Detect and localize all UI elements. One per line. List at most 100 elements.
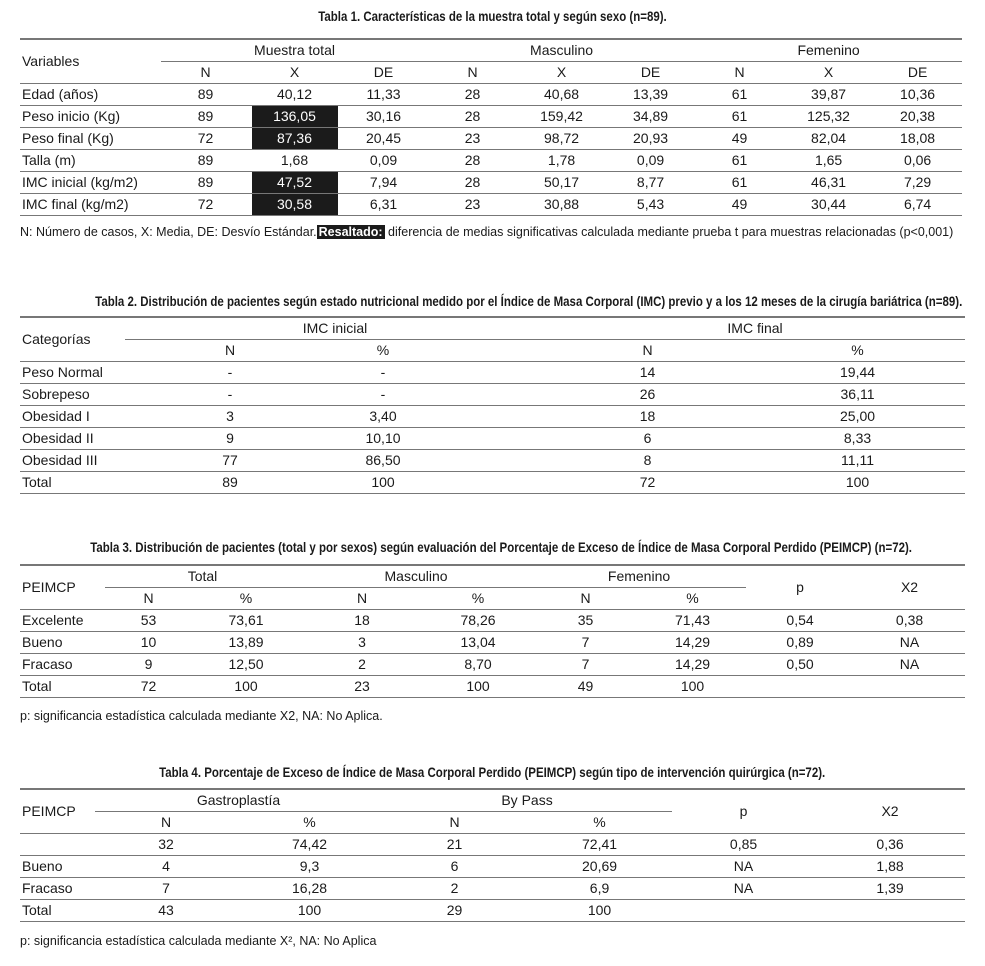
sub-header: N [695,61,785,84]
table-cell: 10,10 [335,427,546,450]
table-cell: 14,29 [639,653,747,676]
table-cell: 26 [545,383,751,406]
group-header: By Pass [382,788,673,812]
table-cell: 100 [639,675,747,698]
table-cell: 53 [105,609,192,632]
row-header: Variables [20,38,161,84]
table-cell: 100 [527,899,673,922]
table-cell: 46,31 [784,171,874,194]
highlighted-value: 30,58 [251,194,338,215]
table-cell: 100 [335,471,546,494]
table-cell: 6,31 [339,193,429,216]
table-cell: 3 [300,631,425,654]
table-cell: 6,74 [873,193,963,216]
group-header: IMC final [545,316,966,340]
table-cell: 5,43 [606,193,696,216]
row-label: Peso inicio (Kg) [20,105,161,128]
sub-header: N [532,587,640,610]
table-cell: 73,61 [192,609,301,632]
table-cell: 0,54 [746,609,855,632]
table-cell: 47,52 [250,171,339,194]
table-cell: 61 [695,105,785,128]
table-row: Peso inicio (Kg) 89 136,05 30,16 28 159,42 34,… [20,105,963,128]
table-cell: NA [672,877,816,900]
table-row: Sobrepeso - -26 36,11 [20,383,966,406]
table-cell: 30,44 [784,193,874,216]
table-cell: 89 [161,83,250,106]
row-label: Total [20,675,105,698]
highlighted-value: 47,52 [251,172,338,193]
table-cell: 28 [428,171,518,194]
table-cell: 4 [95,855,237,878]
table-cell: 14 [545,361,751,384]
table-cell: 28 [428,105,518,128]
sub-header: % [237,811,383,834]
sub-header: N [95,811,237,834]
table-cell: 34,89 [606,105,696,128]
row-header: Categorías [20,316,125,362]
table-row: IMC inicial (kg/m2) 89 47,52 7,94 28 50,17 8,7… [20,171,963,194]
table-cell: 9 [125,427,335,450]
table-cell: 40,12 [250,83,339,106]
row-label: Obesidad I [20,405,125,428]
table-cell: 3,40 [335,405,546,428]
table-cell: 6 [382,855,528,878]
row-label: Total [20,471,125,494]
row-label [20,833,95,856]
sub-header: DE [606,61,696,84]
table-cell: 9,3 [237,855,383,878]
row-label: Fracaso [20,877,95,900]
table-cell: 7,29 [873,171,963,194]
table2: Categorías IMC inicial IMC final N% N% Peso N… [20,316,966,494]
table-cell: 0,50 [746,653,855,676]
table-cell: - [125,383,335,406]
table-cell: 1,78 [517,149,607,172]
table-cell: 23 [428,127,518,150]
row-label: Obesidad III [20,449,125,472]
table-cell: 30,58 [250,193,339,216]
table-cell: 0,38 [854,609,966,632]
row-label: Fracaso [20,653,105,676]
column-header-x2: X2 [815,788,966,834]
table-cell: 72 [105,675,192,698]
table-cell: 72 [161,127,250,150]
table-cell: 3 [125,405,335,428]
row-label: Bueno [20,631,105,654]
table-cell: 23 [300,675,425,698]
table-cell: 36,11 [750,383,966,406]
table-cell: 71,43 [639,609,747,632]
group-header: Total [105,564,301,588]
table-cell: 35 [532,609,640,632]
table-cell: 50,17 [517,171,607,194]
table-cell: 89 [125,471,335,494]
table-row: Fracaso 9 12,50 2 8,70 7 14,29 0,50 NA [20,653,966,676]
table-cell: 49 [695,193,785,216]
sub-header: % [639,587,747,610]
table-cell: 10 [105,631,192,654]
table-cell: 32 [95,833,237,856]
table-cell: 49 [695,127,785,150]
table-cell: 61 [695,83,785,106]
table-cell: 18 [545,405,751,428]
sub-header: DE [873,61,963,84]
table-cell: 72 [545,471,751,494]
group-header: Femenino [532,564,747,588]
table-cell: 13,39 [606,83,696,106]
table-cell: 0,89 [746,631,855,654]
table-cell: 40,68 [517,83,607,106]
table-cell: 8,33 [750,427,966,450]
table-cell: 61 [695,171,785,194]
table1-note: N: Número de casos, X: Media, DE: Desvío… [20,225,954,239]
row-label: Peso Normal [20,361,125,384]
table-cell: 28 [428,149,518,172]
table-cell: 20,69 [527,855,673,878]
row-label: IMC final (kg/m2) [20,193,161,216]
table-cell: NA [672,855,816,878]
table-row: Obesidad III 77 86,50 8 11,11 [20,449,966,472]
table-row: Obesidad I 3 3,40 18 25,00 [20,405,966,428]
table-cell: 21 [382,833,528,856]
table-cell: 1,68 [250,149,339,172]
table-cell: 8,77 [606,171,696,194]
row-label: Edad (años) [20,83,161,106]
row-label: Peso final (Kg) [20,127,161,150]
